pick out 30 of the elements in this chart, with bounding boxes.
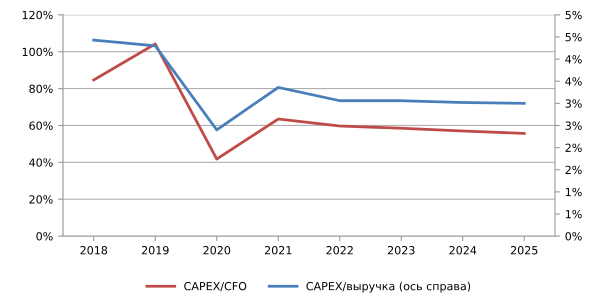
y-tick-label: 80% <box>29 84 53 93</box>
line-series <box>92 38 526 132</box>
x-tick-label: 2025 <box>510 246 538 254</box>
line-series <box>92 42 526 160</box>
y2-tick-label: 3% <box>566 121 582 130</box>
x-tick-label: 2018 <box>80 246 108 254</box>
y-tick-label: 100% <box>22 48 53 56</box>
y2-tick-label: 5% <box>566 32 582 42</box>
y2-tick-label: 2% <box>566 166 582 174</box>
x-tick-label: 2024 <box>449 246 476 254</box>
x-tick-label: 2022 <box>326 246 353 254</box>
x-tick-label: 2019 <box>142 246 169 254</box>
y-tick-label: 120% <box>22 10 53 20</box>
y-tick-label: 20% <box>29 195 53 204</box>
y-tick-label: 60% <box>29 121 53 130</box>
legend-label: CAPEX/CFO <box>184 282 246 292</box>
y2-tick-label: 1% <box>566 210 582 218</box>
y2-tick-label: 0% <box>565 232 582 240</box>
y2-tick-label: 1% <box>566 188 582 196</box>
y-tick-label: 40% <box>29 158 53 167</box>
y2-tick-label: 5% <box>566 10 582 20</box>
y-tick-label: 0% <box>36 232 53 240</box>
y2-tick-label: 4% <box>565 77 582 86</box>
legend-label: CAPEX/выручка (ось справа) <box>306 282 470 292</box>
x-tick-label: 2020 <box>203 246 230 254</box>
y2-tick-label: 4% <box>565 55 582 64</box>
y2-tick-label: 3% <box>566 99 582 108</box>
y2-tick-label: 2% <box>566 144 582 152</box>
x-tick-label: 2023 <box>388 246 414 254</box>
x-tick-label: 2021 <box>264 246 292 254</box>
